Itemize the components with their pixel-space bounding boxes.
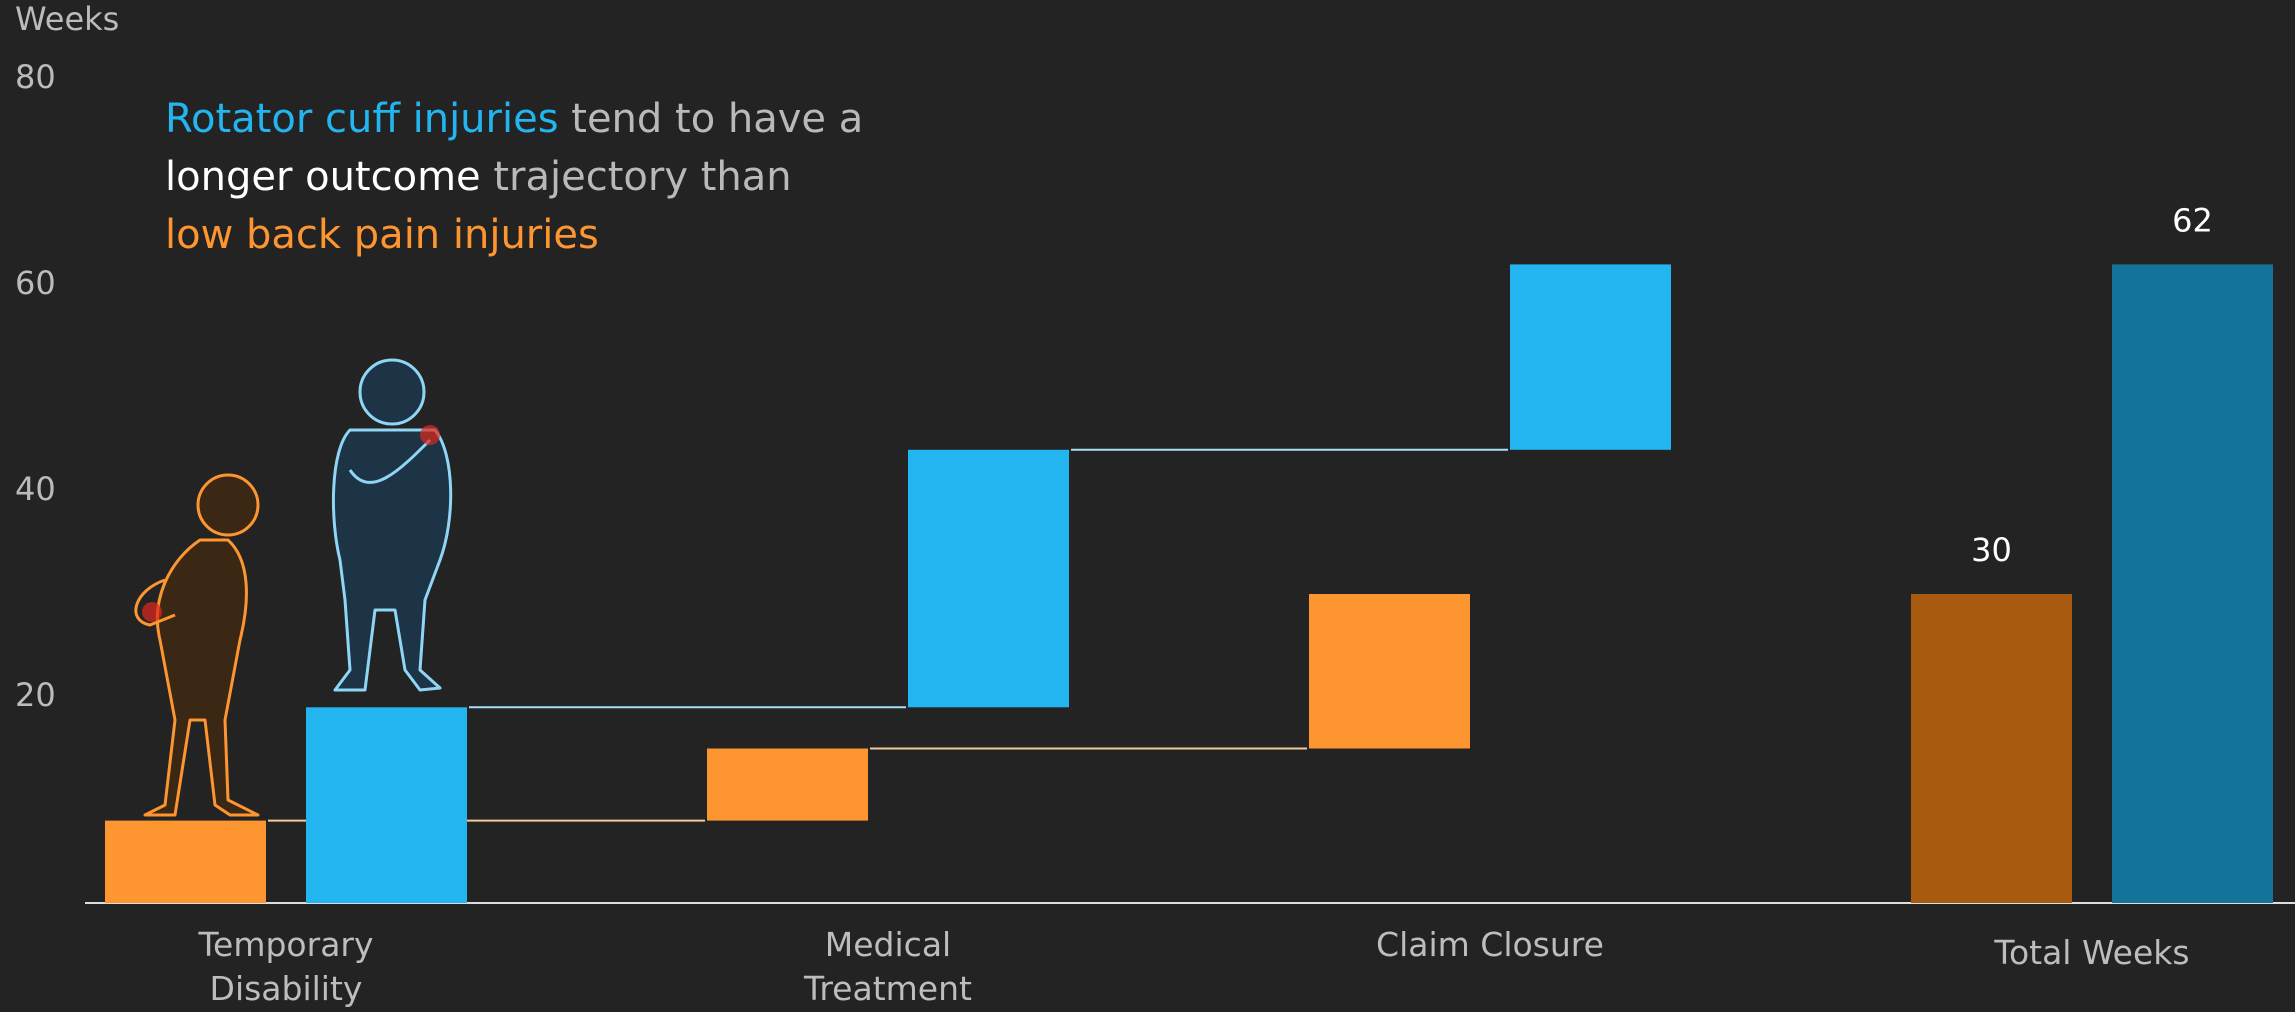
y-tick-label: 20 — [15, 676, 56, 714]
total-bar — [1911, 594, 2072, 903]
x-tick-label: Claim Closure — [1376, 925, 1604, 964]
annotation-text: tend to have a — [571, 96, 864, 142]
x-tick-label: Medical Treatment — [804, 925, 972, 1008]
bar — [707, 748, 868, 821]
annotation-highlight: longer outcome — [165, 154, 481, 200]
bar — [1510, 264, 1671, 450]
annotation-highlight: Rotator cuff injuries — [165, 96, 559, 142]
annotation-highlight: low back pain injuries — [165, 212, 599, 258]
bar — [1309, 594, 1470, 749]
x-tick-label: Total Weeks — [1994, 933, 2190, 972]
bar — [908, 449, 1069, 708]
total-bar — [2112, 264, 2273, 903]
shoulder-pain-figure — [331, 358, 453, 692]
y-tick-label: 60 — [15, 264, 56, 302]
bar — [306, 707, 467, 903]
data-label: 62 — [2172, 201, 2213, 239]
data-label: 30 — [1971, 531, 2012, 569]
y-tick-label: 40 — [15, 470, 56, 508]
back-pain-figure — [134, 473, 260, 817]
y-axis-label: Weeks — [15, 0, 119, 38]
y-tick-label: 80 — [15, 58, 56, 96]
annotation-line: low back pain injuries — [165, 206, 863, 264]
x-tick-label: Temporary Disability — [198, 925, 374, 1008]
annotation-line: longer outcome trajectory than — [165, 148, 863, 206]
bar — [105, 820, 266, 903]
annotation: Rotator cuff injuries tend to have a lon… — [165, 90, 863, 264]
annotation-text: trajectory than — [493, 154, 792, 200]
annotation-line: Rotator cuff injuries tend to have a — [165, 90, 863, 148]
